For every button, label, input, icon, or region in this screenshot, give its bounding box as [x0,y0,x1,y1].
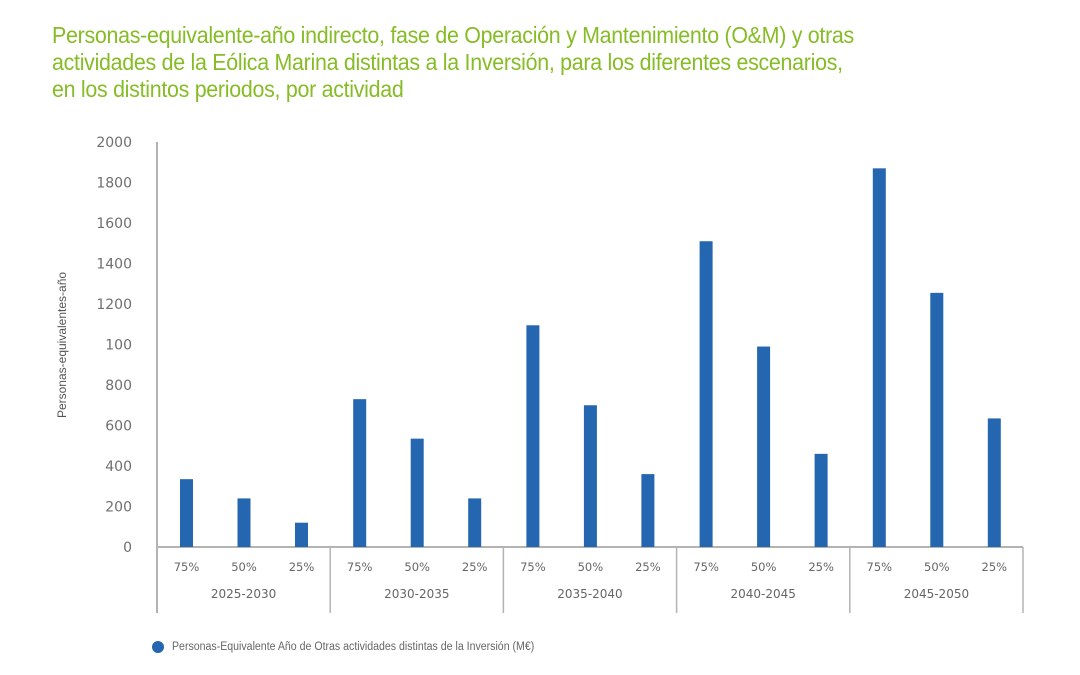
y-tick-label: 1800 [96,176,132,192]
chart-title-line: Personas-equivalente-año indirecto, fase… [52,22,854,48]
bar [930,292,944,547]
x-tick-label: 75% [520,560,546,574]
bar [757,346,771,547]
y-tick-label: 1400 [96,257,132,273]
x-tick-label: 25% [635,560,661,574]
x-tick-label: 25% [462,560,488,574]
x-tick-label: 75% [693,560,719,574]
bar [295,522,308,547]
legend-label: Personas-Equivalente Año de Otras activi… [172,641,535,653]
bar [237,498,251,547]
bars [180,168,1001,547]
y-tick-label: 400 [105,459,132,475]
x-tick-label: 50% [924,560,950,574]
chart-title-line: actividades de la Eólica Marina distinta… [52,49,843,75]
y-tick-label: 0 [123,540,132,556]
x-tick-label: 25% [289,560,315,574]
x-tick-label: 75% [867,560,893,574]
y-tick-label: 100 [105,338,132,354]
bar [468,498,482,547]
x-group-label: 2045-2050 [904,587,969,601]
x-tick-label: 25% [808,560,834,574]
bar [699,241,713,547]
bar [583,405,597,547]
y-tick-label: 800 [105,378,132,394]
bar [526,325,540,547]
y-tick-label: 1200 [96,297,132,313]
y-axis-label: Personas-equivalentes-año [55,272,69,418]
chart-title: Personas-equivalente-año indirecto, fase… [52,22,982,103]
y-tick-label: 1600 [96,216,132,232]
x-tick-label: 50% [578,560,604,574]
legend-marker-icon [152,641,164,653]
x-group-label: 2035-2040 [557,587,622,601]
bar [814,453,828,547]
bar [353,399,367,547]
x-tick-label: 75% [347,560,373,574]
x-axis-labels: 75% 50% 25% 2025-2030 75% 50% 25% 2030-2035 75% 5… [174,560,1007,601]
y-tick-label: 600 [105,419,132,435]
x-tick-label: 75% [174,560,200,574]
chart-title-line: en los distintos periodos, por actividad [52,76,404,102]
y-axis-ticks: 0 200 400 600 800 100 1200 1400 1600 1800 2000 [96,135,132,556]
x-group-label: 2025-2030 [211,587,276,601]
y-tick-label: 200 [105,500,132,516]
x-tick-label: 50% [751,560,777,574]
y-tick-label: 2000 [96,135,132,151]
x-tick-label: 50% [404,560,430,574]
x-tick-label: 50% [231,560,257,574]
bar [180,479,193,547]
x-group-label: 2040-2045 [730,587,795,601]
bar [641,474,655,547]
bar [987,418,1001,547]
bar [410,438,424,547]
x-tick-label: 25% [982,560,1008,574]
bar [872,168,886,547]
x-group-label: 2030-2035 [384,587,449,601]
legend: Personas-Equivalente Año de Otras activi… [152,641,566,653]
